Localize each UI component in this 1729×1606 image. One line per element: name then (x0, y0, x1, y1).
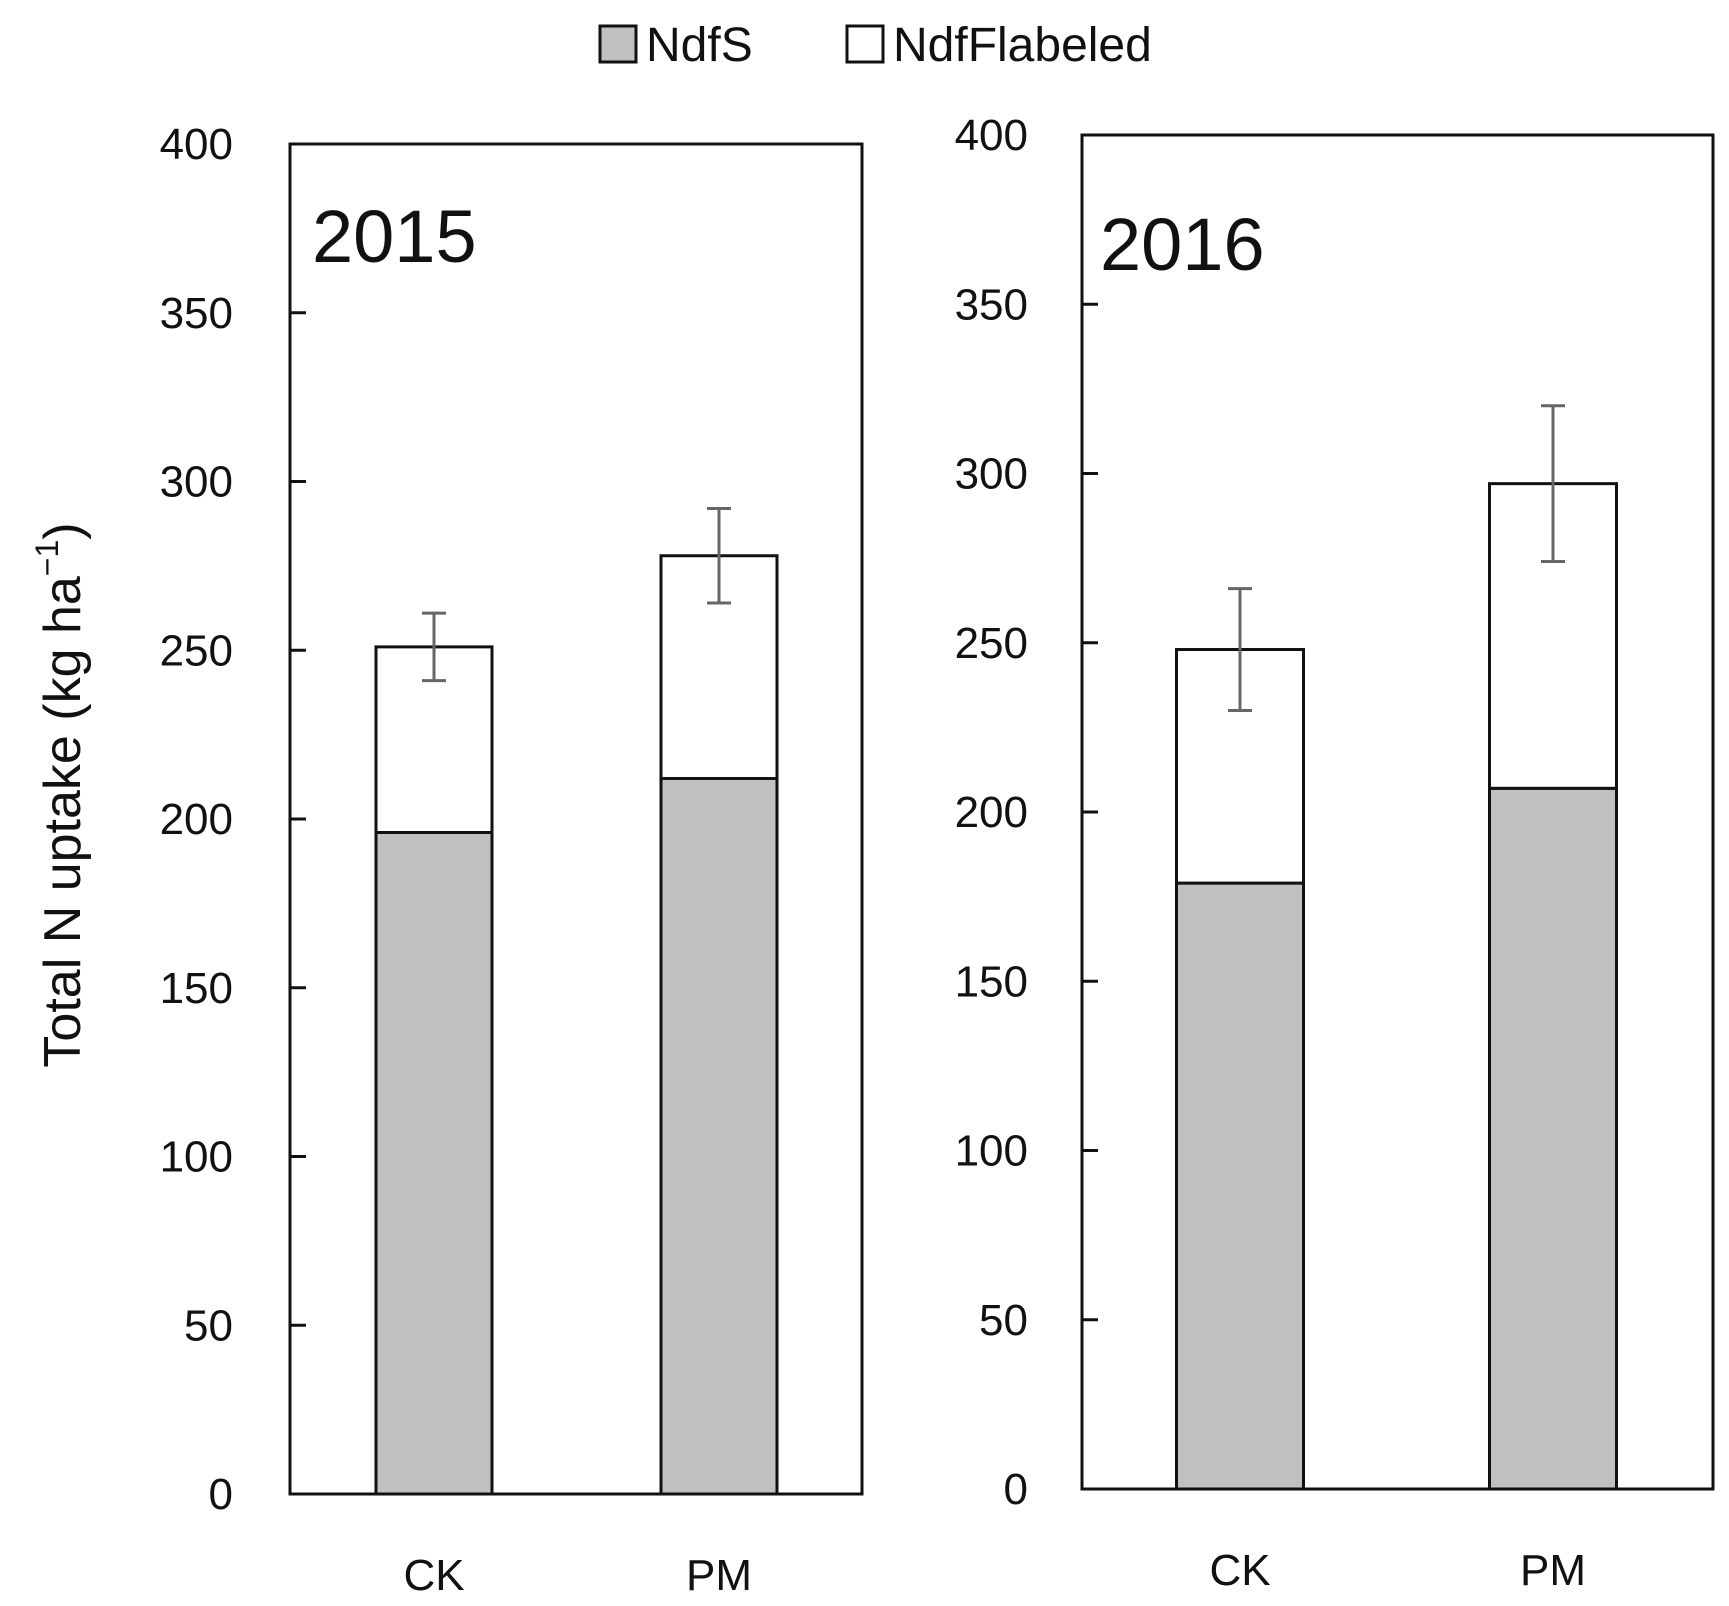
x-category-label: PM (1520, 1546, 1586, 1595)
y-tick-label: 250 (955, 619, 1028, 668)
y-tick-label: 0 (1004, 1465, 1028, 1514)
bar-ndfs-pm (659, 777, 779, 1496)
y-tick-label: 200 (160, 795, 233, 844)
y-tick-label: 50 (184, 1301, 233, 1350)
legend-label-ndfflabeled: NdfFlabeled (893, 19, 1152, 72)
y-axis-title-superscript: −1 (29, 540, 65, 576)
x-category-label: PM (686, 1551, 752, 1600)
y-tick-label: 150 (955, 957, 1028, 1006)
x-category-label: CK (1209, 1546, 1270, 1595)
y-tick-label: 100 (160, 1133, 233, 1182)
y-tick-label: 150 (160, 964, 233, 1013)
panel-title: 2015 (312, 195, 477, 278)
legend-swatch-ndfs (598, 24, 638, 64)
y-axis-title-main: Total N uptake (kg ha (34, 576, 92, 1067)
panel-2015: 0 50 100 150 200 250 300 350 400 2015 CK PM (160, 120, 864, 1600)
y-tick-label: 250 (160, 626, 233, 675)
y-tick-label: 350 (955, 280, 1028, 329)
bar-ndfs-ck (374, 831, 494, 1496)
x-category-label: CK (403, 1551, 464, 1600)
y-tick-label: 400 (160, 120, 233, 169)
y-tick-label: 100 (955, 1127, 1028, 1176)
bar-ndfs-ck (1175, 881, 1305, 1491)
y-tick-label: 400 (955, 111, 1028, 160)
panel-title: 2016 (1100, 203, 1265, 286)
y-tick-label: 200 (955, 788, 1028, 837)
panel-2016: 0 50 100 150 200 250 300 350 400 2016 CK PM (955, 111, 1715, 1595)
y-axis-title-close: ) (34, 522, 92, 539)
y-tick-label: 50 (979, 1296, 1028, 1345)
legend-swatch-ndfflabeled (845, 24, 885, 64)
legend: NdfS NdfFlabeled (598, 19, 1152, 72)
y-tick-label: 300 (160, 458, 233, 507)
legend-label-ndfs: NdfS (646, 19, 753, 72)
y-tick-label: 0 (209, 1470, 233, 1519)
y-tick-label: 300 (955, 450, 1028, 499)
y-tick-label: 350 (160, 289, 233, 338)
y-axis-title: Total N uptake (kg ha−1) (29, 522, 92, 1067)
bar-ndfs-pm (1488, 786, 1618, 1491)
